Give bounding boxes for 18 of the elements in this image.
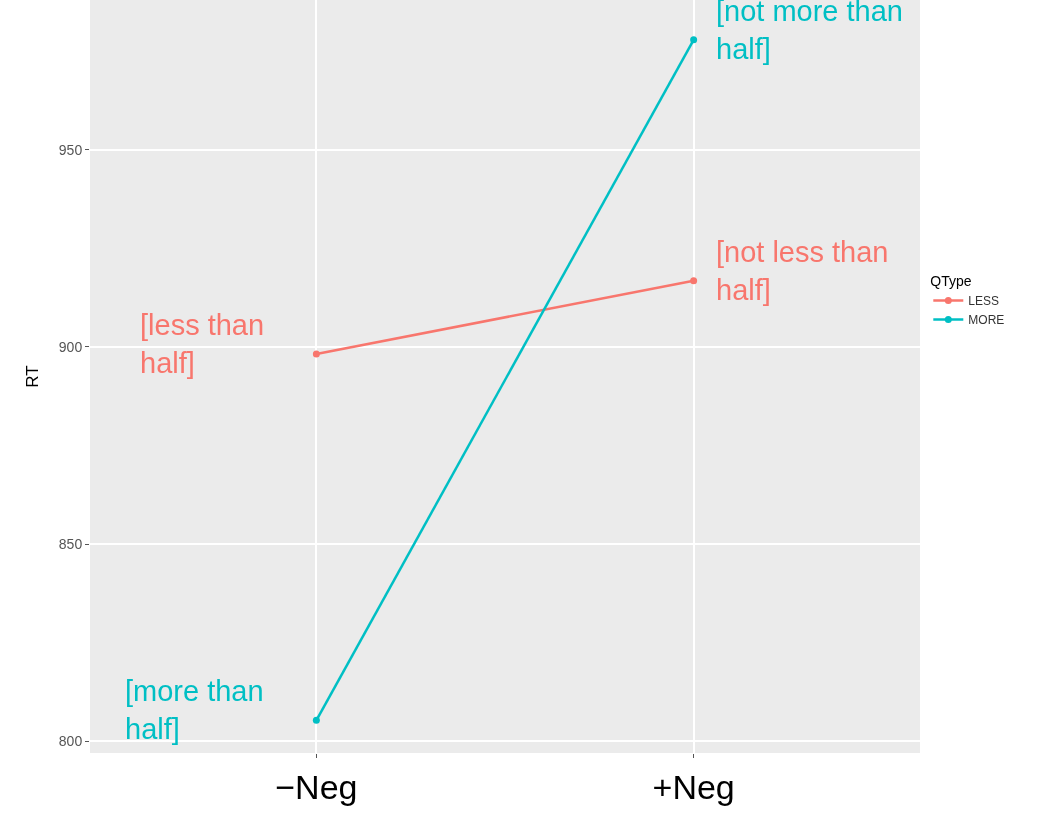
legend-title: QType bbox=[930, 272, 972, 289]
y-tick-label: 850 bbox=[58, 535, 83, 552]
y-tick-label: 800 bbox=[58, 733, 83, 750]
annotation: [less than half] bbox=[140, 309, 265, 379]
annotation: [not less than half] bbox=[716, 236, 889, 306]
point bbox=[312, 350, 320, 358]
point bbox=[690, 36, 698, 44]
annotation: [not more than half] bbox=[716, 0, 903, 65]
point bbox=[312, 716, 320, 724]
legend-label: MORE bbox=[968, 313, 1005, 328]
y-tick-label: 950 bbox=[58, 141, 83, 158]
y-tick-label: 900 bbox=[58, 338, 83, 355]
annotation: [more than half] bbox=[125, 675, 264, 745]
y-axis-title: RT bbox=[23, 365, 43, 388]
x-tick-label: −Neg bbox=[275, 767, 358, 806]
point bbox=[690, 277, 698, 285]
legend-label: LESS bbox=[968, 294, 999, 309]
x-tick-label: +Neg bbox=[652, 767, 735, 806]
